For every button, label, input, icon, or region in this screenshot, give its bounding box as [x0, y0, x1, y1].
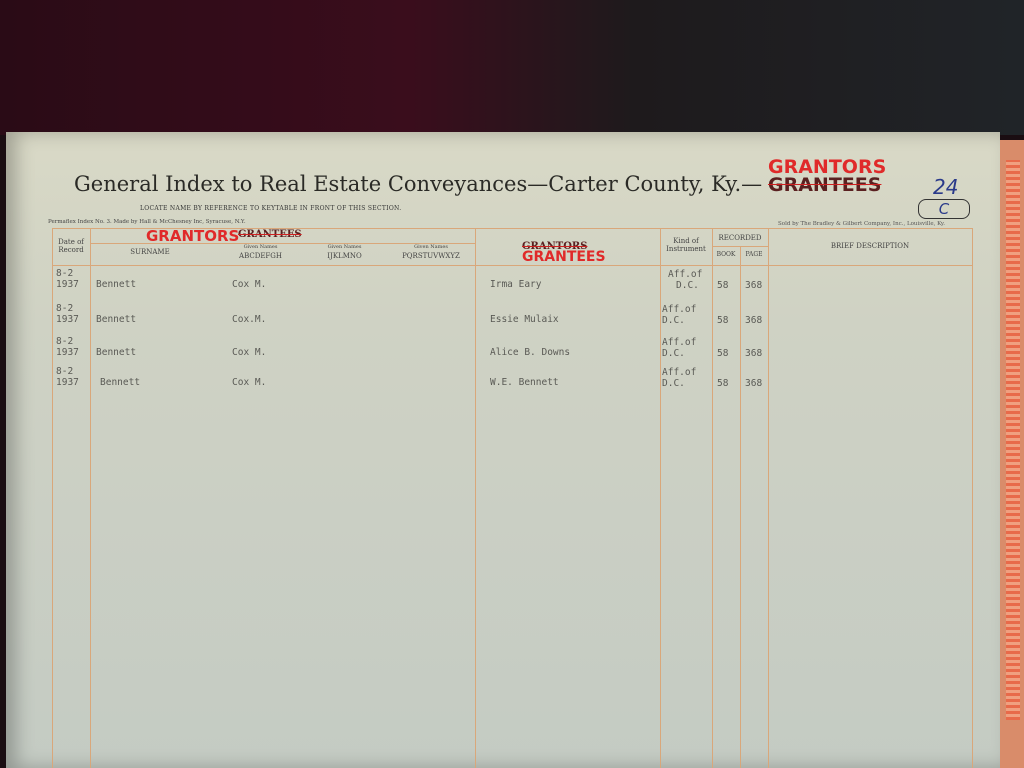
header-grantees-struck: GRANTEES [238, 229, 302, 240]
header-surname: SURNAME [130, 248, 170, 256]
struck-grantees: GRANTEES [768, 174, 882, 196]
header-given-label: Given Names [414, 244, 448, 250]
row-given-names: Cox.M. [232, 314, 267, 325]
row-grantee-name: Irma Eary [490, 279, 542, 290]
header-grantors-struck: GRANTORS [522, 241, 588, 252]
row-instrument-kind: Aff.of [668, 269, 703, 280]
page-letter: C [918, 199, 970, 219]
header-grantees-handwritten: GRANTEES [522, 249, 606, 265]
header-brief-description: BRIEF DESCRIPTION [830, 242, 910, 250]
row-date-year: 1937 [56, 377, 79, 388]
row-given-names: Cox M. [232, 347, 267, 358]
handwritten-grantors: GRANTORS [768, 156, 887, 178]
rule [52, 265, 972, 266]
rule [90, 228, 91, 768]
row-page-number: 368 [745, 315, 763, 326]
row-page-number: 368 [745, 280, 763, 291]
row-surname: Bennett [96, 314, 137, 325]
row-date-year: 1937 [56, 347, 79, 358]
row-surname: Bennett [96, 279, 137, 290]
header-given-3: PQRSTUVWXYZ [402, 252, 460, 260]
page-title: General Index to Real Estate Conveyances… [74, 172, 763, 196]
row-instrument-kind: Aff.of [662, 304, 697, 315]
rule [90, 243, 475, 244]
page-number: 24 [933, 175, 959, 199]
rule [52, 228, 53, 768]
rule [660, 228, 661, 768]
row-book-number: 58 [717, 348, 729, 359]
row-instrument-kind-2: D.C. [676, 280, 699, 291]
row-page-number: 368 [745, 378, 763, 389]
row-date-year: 1937 [56, 314, 79, 325]
row-date-day: 8-2 [56, 366, 74, 377]
row-page-number: 368 [745, 348, 763, 359]
row-instrument-kind: Aff.of [662, 367, 697, 378]
row-book-number: 58 [717, 315, 729, 326]
row-instrument-kind-2: D.C. [662, 315, 685, 326]
rule [740, 246, 741, 768]
rule [768, 228, 769, 768]
row-date-day: 8-2 [56, 303, 74, 314]
keytable-note: LOCATE NAME BY REFERENCE TO KEYTABLE IN … [140, 205, 402, 212]
ledger-page [6, 132, 1000, 768]
row-grantee-name: Alice B. Downs [490, 347, 571, 358]
row-instrument-kind-2: D.C. [662, 348, 685, 359]
maker-note: Permaflex Index No. 3. Made by Hall & Mc… [48, 219, 246, 225]
background [0, 0, 1024, 135]
book-binding-edge [1006, 160, 1020, 720]
header-given-label: Given Names [243, 244, 278, 250]
rule [52, 228, 972, 229]
row-instrument-kind-2: D.C. [662, 378, 685, 389]
header-date: Date of Record [58, 238, 84, 254]
header-grantors-handwritten: GRANTORS [146, 227, 240, 245]
header-recorded: RECORDED [718, 234, 762, 242]
header-book: BOOK [716, 251, 736, 258]
row-given-names: Cox M. [232, 279, 267, 290]
row-date-day: 8-2 [56, 268, 74, 279]
header-kind: Kind of Instrument [666, 237, 706, 253]
rule [972, 228, 973, 768]
seller-note: Sold by The Bradley & Gilbert Company, I… [778, 221, 946, 227]
row-date-day: 8-2 [56, 336, 74, 347]
header-given-1: ABCDEFGH [239, 252, 282, 260]
row-grantee-name: Essie Mulaix [490, 314, 559, 325]
header-given-2: IJKLMNO [327, 252, 362, 260]
row-surname: Bennett [96, 347, 137, 358]
rule [475, 228, 476, 768]
row-surname: Bennett [100, 377, 141, 388]
row-book-number: 58 [717, 280, 729, 291]
row-given-names: Cox M. [232, 377, 267, 388]
header-given-label: Given Names [327, 244, 362, 250]
row-date-year: 1937 [56, 279, 79, 290]
row-instrument-kind: Aff.of [662, 337, 697, 348]
row-grantee-name: W.E. Bennett [490, 377, 559, 388]
rule [712, 228, 713, 768]
row-book-number: 58 [717, 378, 729, 389]
header-page: PAGE [745, 251, 763, 258]
